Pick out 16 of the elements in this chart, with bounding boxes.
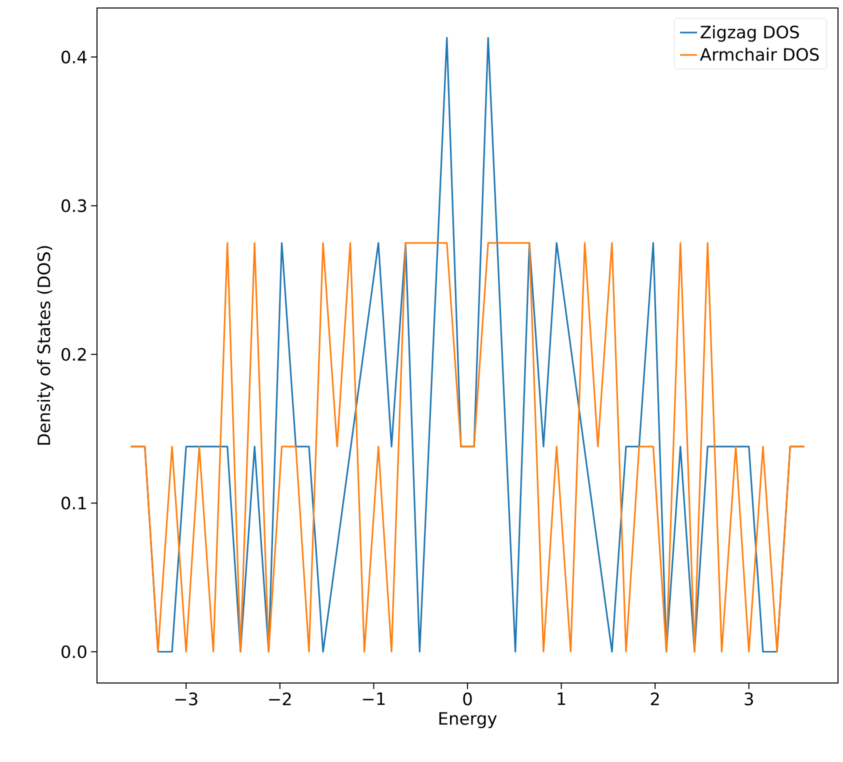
y-tick-label: 0.1 — [62, 496, 86, 510]
y-tick-label: 0.2 — [62, 348, 86, 361]
legend-label: Zigzag DOS — [700, 25, 799, 42]
y-axis-title: Density of States (DOS) — [37, 246, 54, 445]
x-tick-label: 0 — [463, 692, 472, 706]
legend-label: Armchair DOS — [700, 48, 819, 61]
x-tick-label: 1 — [558, 692, 566, 705]
x-tick-label: 3 — [744, 692, 753, 706]
y-tick-label: 0.4 — [62, 50, 87, 64]
x-axis-title: Energy — [439, 712, 497, 728]
y-tick-label: 0.0 — [62, 645, 86, 658]
x-tick-label: 2 — [650, 692, 659, 706]
x-tick-label: −1 — [362, 692, 385, 705]
x-tick-label: −3 — [175, 692, 198, 706]
y-tick-label: 0.3 — [62, 199, 86, 212]
x-tick-label: −2 — [269, 692, 291, 706]
